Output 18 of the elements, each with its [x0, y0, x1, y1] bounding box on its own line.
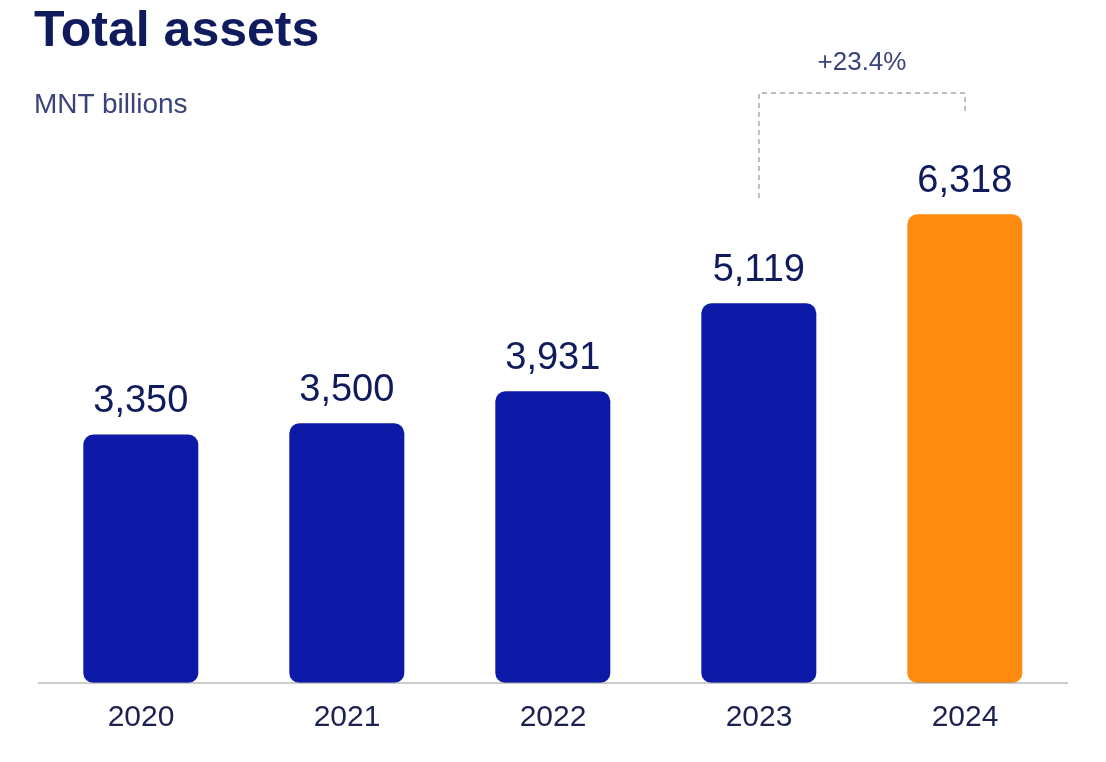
data-label: 6,318 [917, 158, 1013, 201]
x-tick-label: 2022 [519, 699, 587, 733]
bar [907, 214, 1023, 683]
bar [289, 423, 405, 683]
data-label: 5,119 [712, 247, 805, 290]
data-label: 3,931 [505, 335, 601, 378]
x-tick-label: 2020 [107, 699, 175, 733]
bar [701, 303, 817, 683]
text: +23.4% [817, 46, 907, 76]
chart-subtitle: MNT billions [34, 88, 188, 120]
x-tick-label: 2024 [931, 699, 999, 733]
x-tick-label: 2023 [725, 699, 793, 733]
chart-title: Total assets [34, 0, 320, 58]
bar [83, 434, 199, 683]
data-label: 3,500 [299, 367, 395, 410]
x-tick-label: 2021 [313, 699, 381, 733]
data-label: 3,350 [93, 378, 189, 421]
bar [495, 391, 611, 683]
